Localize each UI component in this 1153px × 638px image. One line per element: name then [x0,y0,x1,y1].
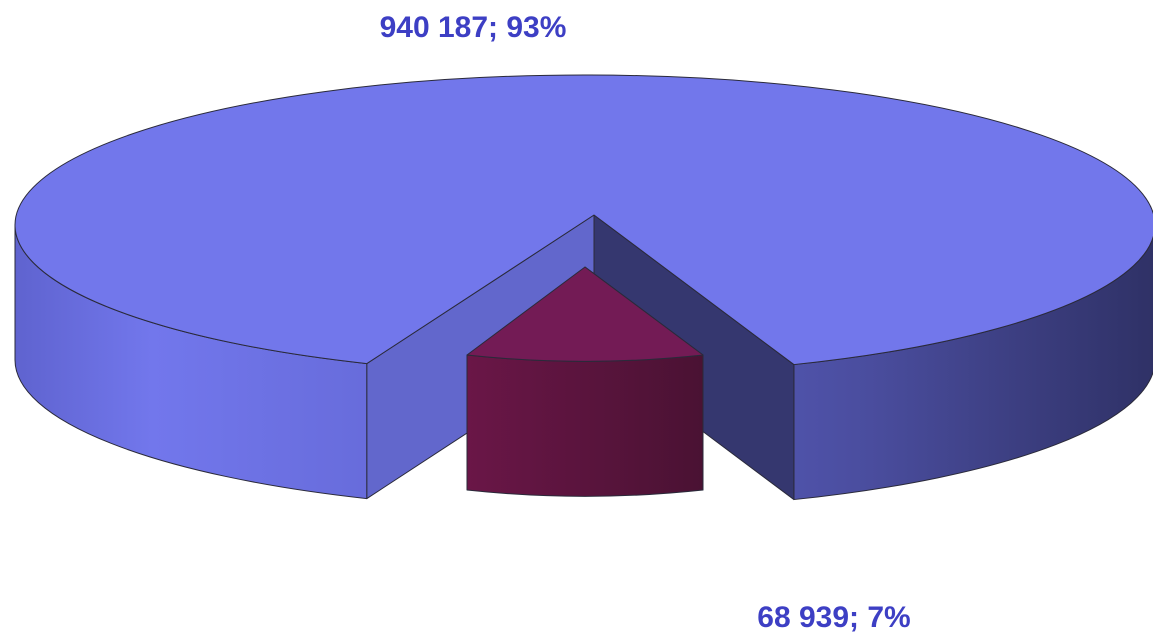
pie-slice-0-top [14,74,1153,366]
pie-slice-group-1 [466,266,704,497]
pie-slice-1-outer-wall [466,354,704,497]
data-label-1: 68 939; 7% [757,601,910,634]
data-label-0: 940 187; 93% [380,11,567,44]
pie-slice-1-top [466,266,704,362]
